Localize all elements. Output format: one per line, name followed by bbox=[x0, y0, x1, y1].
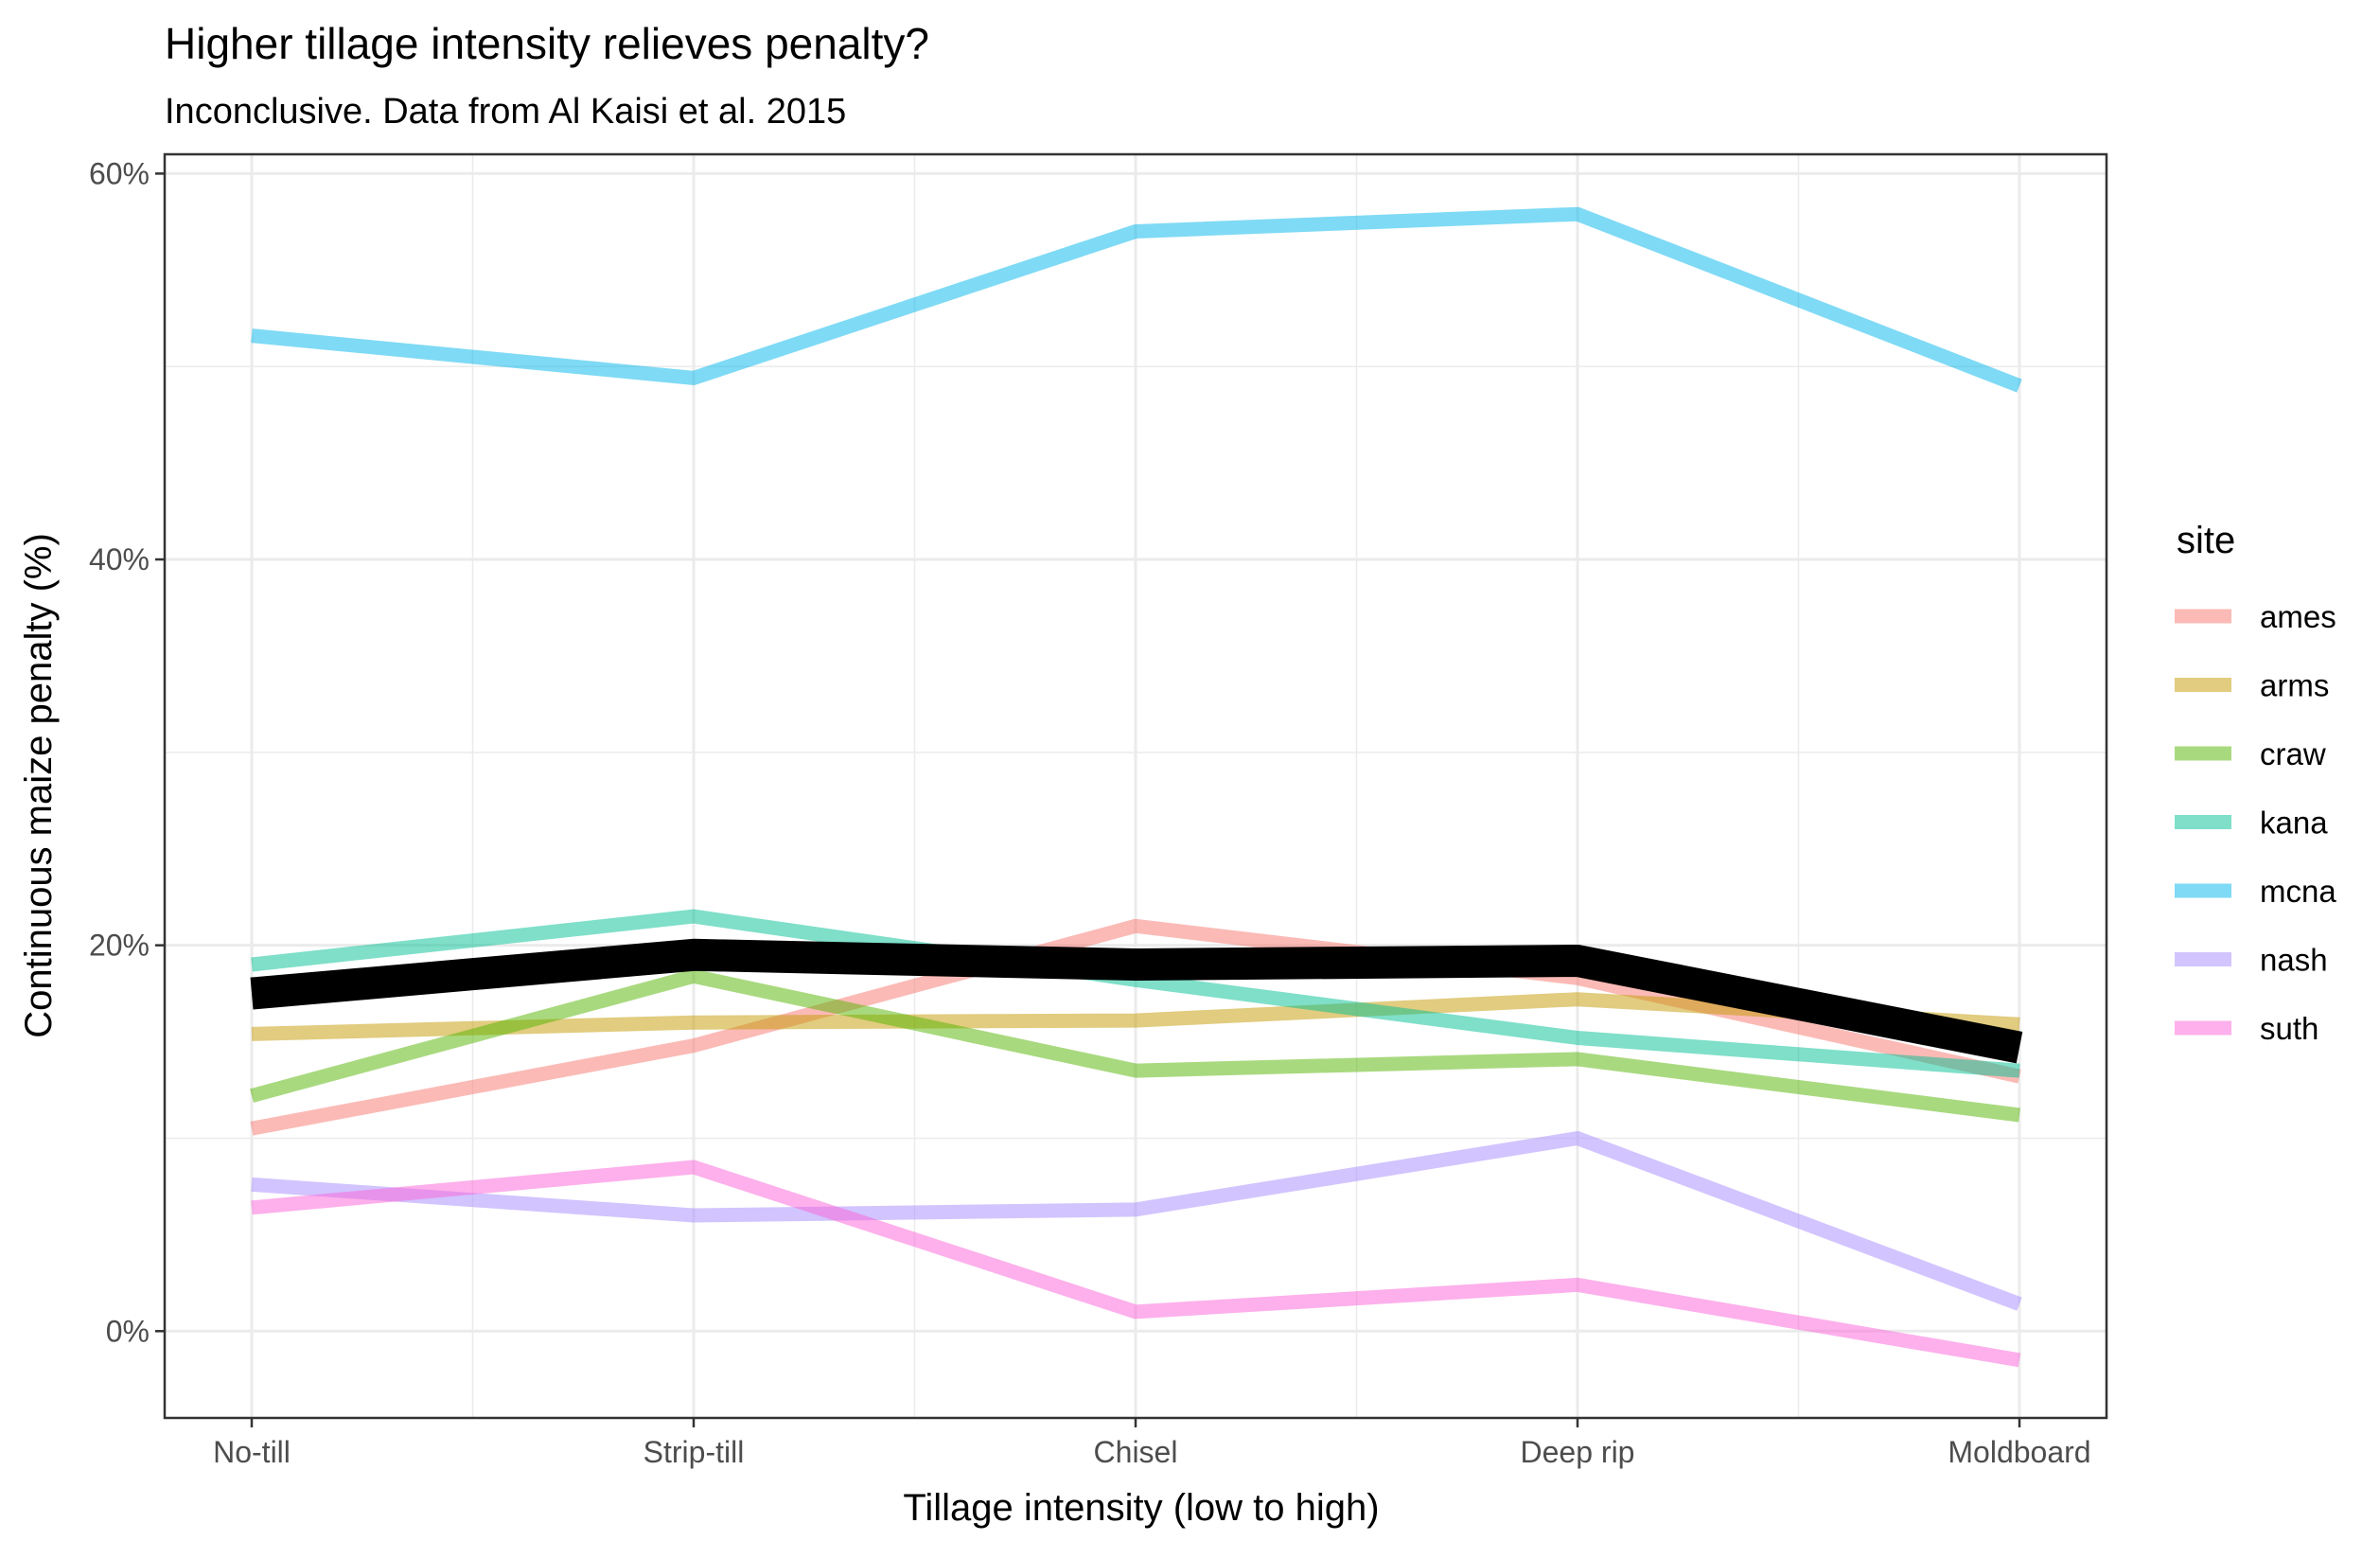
y-tick-label: 40% bbox=[89, 542, 150, 576]
chart-title: Higher tillage intensity relieves penalt… bbox=[165, 19, 929, 68]
series-line-nash bbox=[251, 1131, 2022, 1311]
y-tick-label: 0% bbox=[106, 1314, 150, 1348]
legend-label-nash: nash bbox=[2260, 943, 2328, 978]
x-axis: No-till Strip-till Chisel Deep rip Moldboard bbox=[213, 1418, 2091, 1469]
y-tick-label: 20% bbox=[89, 929, 150, 963]
x-tick-label: Deep rip bbox=[1521, 1435, 1635, 1469]
series-line-mcna bbox=[251, 206, 2022, 393]
y-axis: 0% 20% 40% 60% bbox=[89, 156, 165, 1348]
legend: site ames arms craw kana mcna nash suth bbox=[2169, 520, 2336, 1060]
y-tick-label: 60% bbox=[89, 156, 150, 190]
legend-label-suth: suth bbox=[2260, 1011, 2318, 1046]
series-line-suth bbox=[251, 1160, 2021, 1368]
x-axis-title: Tillage intensity (low to high) bbox=[903, 1487, 1379, 1529]
legend-label-craw: craw bbox=[2260, 736, 2326, 771]
legend-title: site bbox=[2177, 520, 2235, 561]
legend-label-mcna: mcna bbox=[2260, 874, 2336, 909]
series-lines bbox=[250, 206, 2022, 1368]
x-tick-label: Moldboard bbox=[1948, 1435, 2090, 1469]
x-tick-label: Strip-till bbox=[643, 1435, 745, 1469]
x-tick-label: Chisel bbox=[1094, 1435, 1178, 1469]
series-line-craw bbox=[250, 968, 2020, 1123]
mean-line-group bbox=[250, 938, 2023, 1064]
chart-subtitle: Inconclusive. Data from Al Kaisi et al. … bbox=[165, 92, 846, 132]
x-tick-label: No-till bbox=[213, 1435, 291, 1469]
y-axis-title: Continuous maize penalty (%) bbox=[18, 533, 60, 1038]
legend-label-ames: ames bbox=[2260, 599, 2336, 634]
mean-line bbox=[250, 938, 2023, 1064]
series-line-arms bbox=[251, 992, 2020, 1041]
legend-label-arms: arms bbox=[2260, 668, 2329, 703]
legend-label-kana: kana bbox=[2260, 806, 2328, 841]
